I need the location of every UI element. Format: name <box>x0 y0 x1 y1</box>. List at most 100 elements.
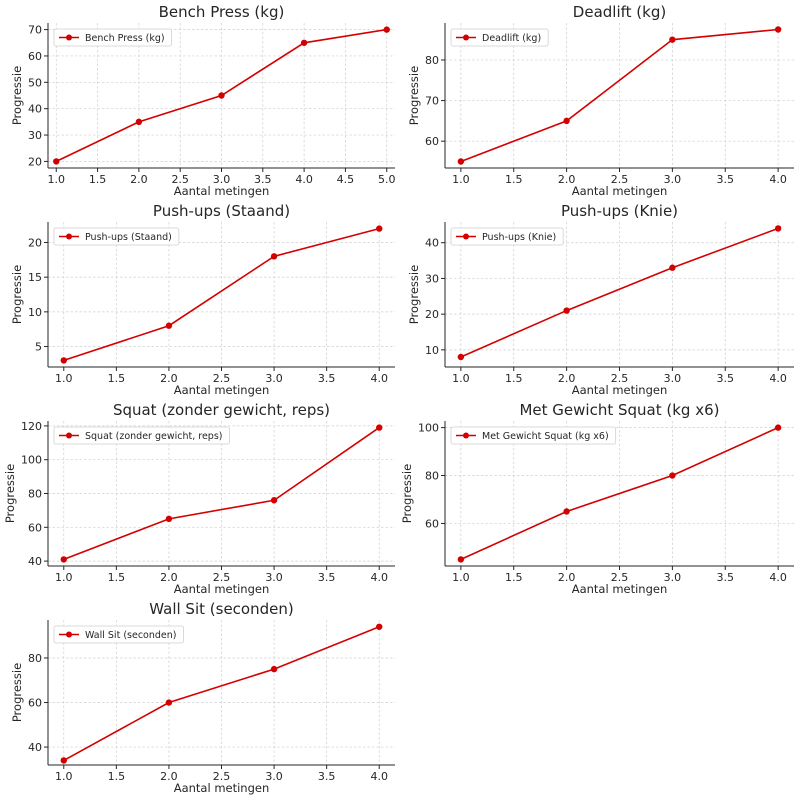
y-axis-label: Progressie <box>400 464 414 523</box>
x-tick-label: 2.0 <box>160 571 178 584</box>
y-tick-label: 50 <box>28 76 42 89</box>
data-point <box>774 26 782 33</box>
x-tick-label: 2.0 <box>130 173 148 186</box>
legend: Bench Press (kg) <box>53 28 173 47</box>
y-tick-label: 10 <box>425 344 439 357</box>
data-point <box>60 757 67 764</box>
x-tick-label: 4.0 <box>370 770 388 783</box>
x-tick-label: 1.5 <box>89 173 107 186</box>
chart-title: Bench Press (kg) <box>159 3 285 21</box>
y-tick-label: 40 <box>425 237 439 250</box>
y-tick-label: 30 <box>28 129 42 142</box>
x-tick-label: 3.0 <box>213 173 231 186</box>
data-point <box>669 472 676 479</box>
data-point <box>669 36 676 43</box>
data-point <box>165 515 173 523</box>
y-tick-label: 60 <box>425 517 439 530</box>
x-tick-label: 2.5 <box>213 571 231 584</box>
x-tick-label: 2.0 <box>558 372 576 385</box>
chart-title: Push-ups (Staand) <box>153 202 290 220</box>
chart-panel-4: 1.0 1.5 2.0 2.5 3.0 3.5 4.0 10 20 30 40 Push-ups (K… <box>407 202 794 397</box>
x-tick-label: 1.5 <box>505 372 523 385</box>
legend-box <box>53 426 230 445</box>
x-tick-label: 1.0 <box>452 173 470 186</box>
x-axis-label: Aantal metingen <box>174 383 270 397</box>
y-tick-label: 20 <box>425 308 439 321</box>
chart-title: Wall Sit (seconden) <box>149 600 293 618</box>
y-tick-label: 60 <box>28 697 42 710</box>
x-tick-label: 3.5 <box>254 173 272 186</box>
legend-box <box>53 227 180 246</box>
legend-entry: Deadlift (kg) <box>482 33 541 44</box>
x-tick-label: 3.0 <box>664 372 682 385</box>
data-point <box>774 424 782 431</box>
data-point <box>457 556 465 563</box>
x-tick-label: 1.5 <box>108 571 126 584</box>
x-tick-label: 3.0 <box>664 173 682 186</box>
y-axis-label: Progressie <box>407 265 421 324</box>
x-tick-label: 1.0 <box>55 372 73 385</box>
x-tick-label: 3.5 <box>717 571 735 584</box>
x-axis-label: Aantal metingen <box>572 582 668 596</box>
x-tick-label: 4.0 <box>295 173 313 186</box>
legend-entry: Squat (zonder gewicht, reps) <box>85 431 223 442</box>
chart-panel-3: 1.0 1.5 2.0 2.5 3.0 3.5 4.0 5 10 15 20 Push-ups (St… <box>10 202 395 397</box>
x-axis-label: Aantal metingen <box>174 184 270 198</box>
x-tick-label: 1.5 <box>108 770 126 783</box>
series-line <box>460 227 779 358</box>
legend: Met Gewicht Squat (kg x6) <box>450 426 617 445</box>
y-tick-label: 20 <box>28 236 42 249</box>
data-point <box>60 556 67 563</box>
x-tick-label: 2.5 <box>213 372 231 385</box>
data-point <box>457 353 465 361</box>
x-tick-label: 3.0 <box>265 571 283 584</box>
y-tick-label: 15 <box>28 271 42 284</box>
legend-entry: Wall Sit (seconden) <box>85 630 176 641</box>
x-tick-label: 3.0 <box>265 372 283 385</box>
data-point <box>563 307 570 314</box>
legend-box <box>53 28 173 47</box>
x-tick-label: 2.0 <box>558 173 576 186</box>
legend: Deadlift (kg) <box>450 28 549 47</box>
chart-panel-6: 1.0 1.5 2.0 2.5 3.0 3.5 4.0 60 80 100 Met Gewicht … <box>400 401 794 596</box>
data-point <box>383 26 390 33</box>
chart-title: Push-ups (Knie) <box>561 202 678 220</box>
data-point <box>270 497 278 504</box>
x-tick-label: 4.0 <box>769 571 787 584</box>
y-tick-label: 70 <box>28 24 42 37</box>
chart-panel-5: 1.0 1.5 2.0 2.5 3.0 3.5 4.0 40 60 80 100 120 Squat (… <box>3 401 395 596</box>
x-tick-label: 4.0 <box>370 571 388 584</box>
chart-title: Squat (zonder gewicht, reps) <box>113 401 330 419</box>
x-tick-label: 3.0 <box>664 571 682 584</box>
data-point <box>376 225 383 232</box>
x-tick-label: 2.0 <box>160 372 178 385</box>
x-tick-label: 2.5 <box>171 173 189 186</box>
y-tick-label: 40 <box>28 103 42 116</box>
legend-marker-swatch <box>66 34 72 41</box>
x-axis-label: Aantal metingen <box>572 383 668 397</box>
y-tick-label: 60 <box>425 135 439 148</box>
x-tick-label: 1.0 <box>55 770 73 783</box>
legend: Wall Sit (seconden) <box>53 625 184 644</box>
data-point <box>563 117 570 125</box>
y-tick-label: 70 <box>425 95 439 108</box>
legend: Push-ups (Knie) <box>450 227 564 246</box>
x-tick-label: 1.5 <box>108 372 126 385</box>
y-axis-label: Progressie <box>10 66 24 125</box>
data-point <box>165 322 173 329</box>
data-point <box>376 623 383 630</box>
x-axis-label: Aantal metingen <box>572 184 668 198</box>
data-point <box>376 424 383 431</box>
x-tick-label: 2.5 <box>611 173 629 186</box>
series-line <box>63 426 380 561</box>
chart-panel-2: 1.0 1.5 2.0 2.5 3.0 3.5 4.0 60 70 80 Deadlift (kg)… <box>407 3 794 198</box>
y-axis-label: Progressie <box>10 265 24 324</box>
data-point <box>774 225 782 232</box>
x-tick-label: 1.5 <box>505 571 523 584</box>
x-tick-label: 2.5 <box>611 372 629 385</box>
x-tick-label: 2.5 <box>213 770 231 783</box>
x-tick-label: 1.0 <box>452 571 470 584</box>
y-tick-label: 40 <box>28 741 42 754</box>
legend-box <box>450 227 564 246</box>
